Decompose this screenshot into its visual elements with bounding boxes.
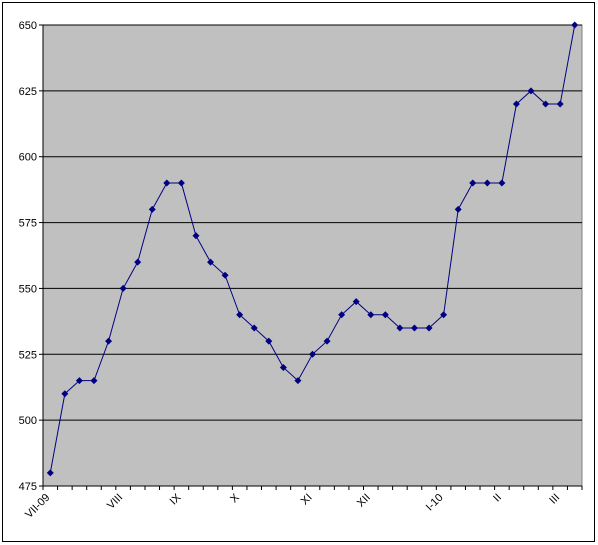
data-marker	[556, 100, 564, 108]
data-marker	[61, 390, 69, 398]
data-marker	[410, 324, 418, 332]
y-tick-label: 550	[19, 283, 37, 295]
data-marker	[177, 179, 185, 187]
data-marker	[309, 350, 316, 358]
y-tick-label: 525	[19, 349, 37, 361]
data-marker	[367, 311, 375, 319]
data-marker	[352, 298, 360, 306]
data-marker	[279, 363, 287, 371]
data-marker	[221, 271, 229, 279]
data-marker	[236, 311, 244, 319]
data-marker	[483, 179, 491, 187]
data-marker	[46, 469, 54, 477]
data-marker	[498, 179, 506, 187]
data-marker	[527, 87, 535, 95]
y-tick-label: 600	[19, 152, 37, 164]
data-marker	[338, 311, 346, 319]
data-marker	[571, 21, 579, 29]
data-marker	[192, 232, 200, 240]
data-marker	[250, 324, 258, 332]
data-marker	[512, 100, 520, 108]
data-marker	[454, 205, 462, 213]
data-marker	[542, 100, 550, 108]
data-marker	[425, 324, 433, 332]
data-marker	[90, 377, 98, 385]
data-marker	[265, 337, 273, 345]
plot-area	[42, 24, 583, 487]
data-marker	[323, 337, 331, 345]
data-marker	[119, 284, 127, 292]
data-marker	[75, 377, 83, 385]
data-marker	[396, 324, 404, 332]
y-tick-label: 625	[19, 86, 37, 98]
data-marker	[163, 179, 171, 187]
data-marker	[440, 311, 448, 319]
data-marker	[469, 179, 477, 187]
data-marker	[148, 205, 156, 213]
y-tick-label: 500	[19, 415, 37, 427]
data-marker	[294, 377, 302, 385]
y-tick-label: 475	[19, 481, 37, 493]
data-marker	[381, 311, 389, 319]
data-marker	[207, 258, 215, 266]
y-tick-label: 575	[19, 218, 37, 230]
y-tick-label: 650	[19, 20, 37, 32]
data-marker	[105, 337, 113, 345]
data-marker	[134, 258, 142, 266]
